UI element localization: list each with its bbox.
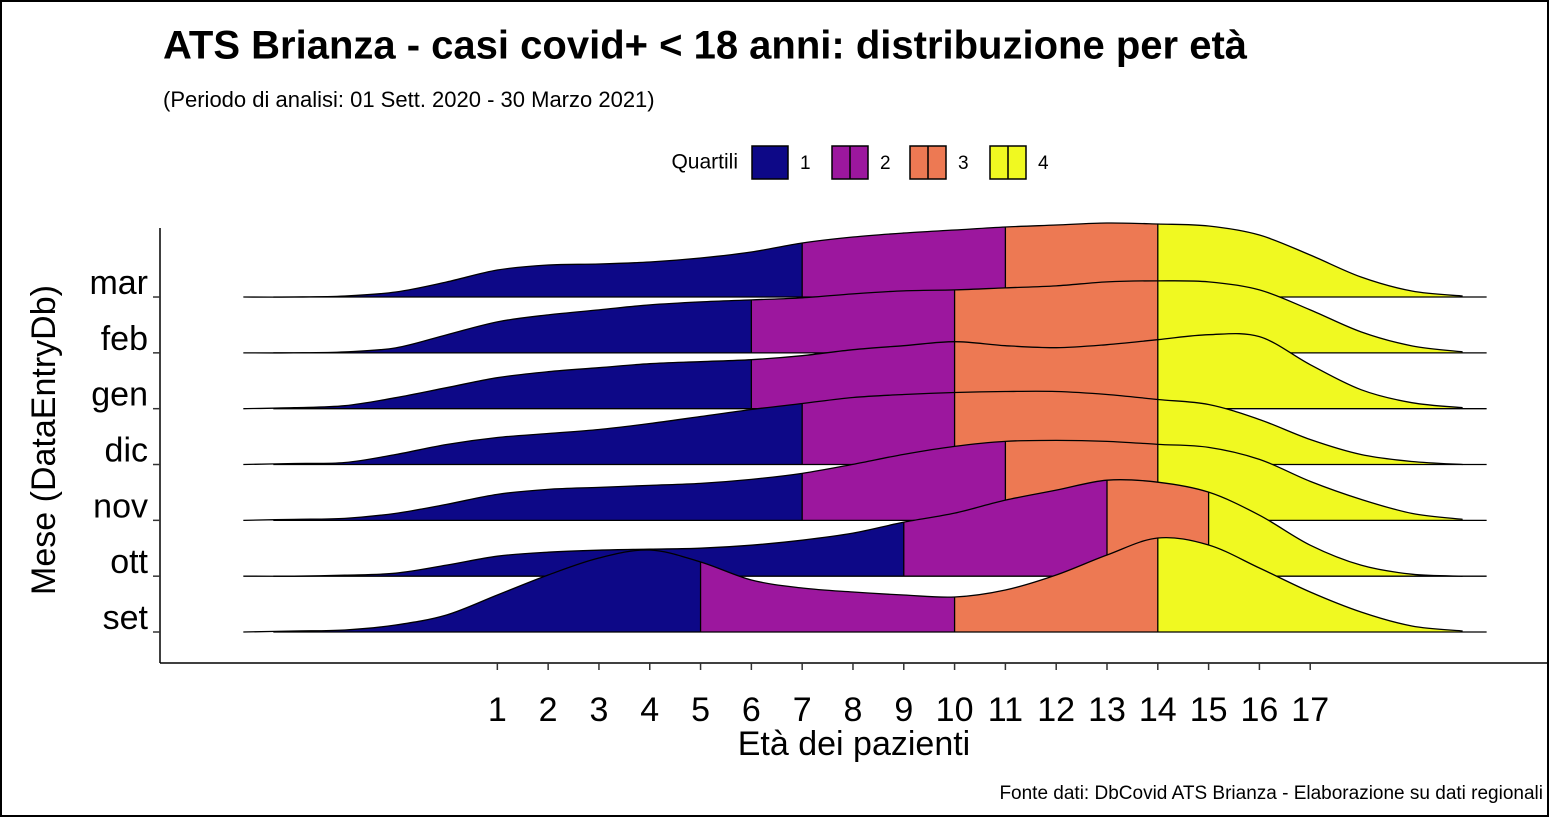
x-tick-label: 12 xyxy=(1037,691,1075,729)
legend-title: Quartili xyxy=(671,151,738,174)
quartile-area xyxy=(1208,492,1463,577)
legend-label: 1 xyxy=(800,153,811,174)
quartile-area xyxy=(903,480,1107,577)
x-tick-label: 14 xyxy=(1139,691,1177,729)
density-line xyxy=(243,536,1463,633)
quartile-area xyxy=(802,441,1006,521)
x-tick-label: 7 xyxy=(793,691,812,729)
y-tick-label: feb xyxy=(101,320,148,358)
density-line xyxy=(243,332,1463,410)
quartile-area xyxy=(1157,224,1463,298)
y-axis-title: Mese (DataEntryDb) xyxy=(25,285,63,595)
quartile-area xyxy=(243,522,904,577)
quartile-area xyxy=(1005,223,1158,298)
x-tick-label: 5 xyxy=(691,691,710,729)
x-tick-label: 17 xyxy=(1291,691,1329,729)
x-tick-label: 3 xyxy=(589,691,608,729)
quartile-area xyxy=(802,227,1006,298)
legend-label: 2 xyxy=(880,153,891,174)
y-tick-label: gen xyxy=(91,376,148,414)
quartile-area xyxy=(751,341,955,409)
x-tick-label: 15 xyxy=(1190,691,1228,729)
y-tick-label: mar xyxy=(89,264,148,302)
y-tick-label: dic xyxy=(105,431,148,469)
x-tick-label: 2 xyxy=(539,691,558,729)
quartile-area xyxy=(700,562,955,632)
density-line xyxy=(243,222,1463,298)
quartile-area xyxy=(243,359,752,409)
x-tick-label: 9 xyxy=(894,691,913,729)
legend-label: 3 xyxy=(958,153,969,174)
x-tick-label: 8 xyxy=(844,691,863,729)
quartile-area xyxy=(243,403,803,465)
legend-label: 4 xyxy=(1038,153,1049,174)
quartile-area xyxy=(1157,444,1463,521)
density-line xyxy=(243,390,1463,466)
chart-title: ATS Brianza - casi covid+ < 18 anni: dis… xyxy=(163,24,1248,68)
caption: Fonte dati: DbCovid ATS Brianza - Elabor… xyxy=(999,783,1543,804)
x-tick-label: 10 xyxy=(936,691,974,729)
y-tick-label: set xyxy=(103,599,149,637)
x-tick-label: 4 xyxy=(640,691,659,729)
quartile-area xyxy=(1157,399,1463,465)
legend-key xyxy=(751,145,789,180)
density-line xyxy=(243,439,1463,521)
density-line xyxy=(243,280,1463,354)
y-tick-label: ott xyxy=(110,543,148,581)
x-tick-label: 6 xyxy=(742,691,761,729)
x-tick-label: 1 xyxy=(488,691,507,729)
y-tick-label: nov xyxy=(93,487,148,525)
quartile-area xyxy=(802,392,955,465)
quartile-area xyxy=(1157,333,1463,409)
x-tick-label: 16 xyxy=(1240,691,1278,729)
x-tick-label: 13 xyxy=(1088,691,1126,729)
x-tick-label: 11 xyxy=(988,691,1023,729)
quartile-area xyxy=(1157,537,1463,632)
chart-subtitle: (Periodo di analisi: 01 Sett. 2020 - 30 … xyxy=(163,87,655,112)
quartile-area xyxy=(243,299,752,353)
quartile-area xyxy=(751,289,955,353)
density-line xyxy=(243,478,1463,577)
quartile-area xyxy=(954,538,1158,632)
x-axis-title: Età dei pazienti xyxy=(738,725,971,763)
quartile-area xyxy=(954,280,1158,353)
quartile-area xyxy=(243,549,701,632)
quartile-area xyxy=(243,243,803,298)
